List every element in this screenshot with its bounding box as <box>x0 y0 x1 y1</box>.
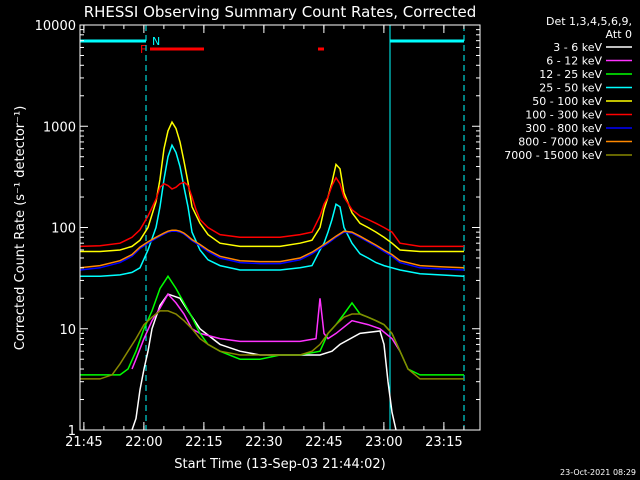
y-axis: 1 10 100 1000 10000 <box>35 19 480 439</box>
y-tick-label: 10 <box>59 323 76 338</box>
series-line <box>79 230 465 271</box>
night-label: N <box>152 35 160 48</box>
series-line <box>131 293 397 431</box>
series-line <box>79 229 465 269</box>
legend-title: Att 0 <box>606 28 632 41</box>
legend-entry-label: 800 - 7000 keV <box>518 136 602 149</box>
legend-entry-label: 6 - 12 keV <box>546 55 602 68</box>
flare-label: F <box>140 43 146 56</box>
legend-entry-label: 3 - 6 keV <box>553 41 602 54</box>
x-tick-label: 22:15 <box>185 435 222 450</box>
legend-entry-label: 50 - 100 keV <box>532 95 602 108</box>
observing-intervals: NF <box>79 25 465 430</box>
series-lines <box>79 120 465 431</box>
legend-entry-label: 12 - 25 keV <box>539 68 602 81</box>
y-tick-label: 100 <box>51 222 76 237</box>
timestamp-footer: 23-Oct-2021 08:29 <box>560 468 636 477</box>
plot-frame <box>79 24 481 431</box>
y-axis-label: Corrected Count Rate (s⁻¹ detector⁻¹) <box>13 106 28 351</box>
x-tick-label: 22:30 <box>245 435 282 450</box>
chart-title: RHESSI Observing Summary Count Rates, Co… <box>84 3 477 21</box>
y-tick-label: 1 <box>68 424 76 439</box>
legend-entry-label: 300 - 800 keV <box>525 122 602 135</box>
y-tick-label: 1000 <box>43 120 76 135</box>
series-line <box>79 176 464 248</box>
x-axis-label: Start Time (13-Sep-03 21:44:02) <box>174 457 385 472</box>
series-line <box>80 274 464 376</box>
legend-entry-label: 7000 - 15000 keV <box>504 149 602 162</box>
x-tick-label: 21:45 <box>65 435 102 450</box>
x-tick-label: 22:45 <box>305 435 342 450</box>
x-tick-label: 23:00 <box>365 435 402 450</box>
legend-title: Det 1,3,4,5,6,9, <box>546 15 632 28</box>
series-line <box>80 143 465 278</box>
x-tick-label: 23:15 <box>425 435 462 450</box>
series-line <box>80 310 464 380</box>
legend-entry-label: 100 - 300 keV <box>525 109 602 122</box>
legend-entry-label: 25 - 50 keV <box>539 82 602 95</box>
series-line <box>80 120 464 253</box>
y-tick-label: 10000 <box>35 19 76 34</box>
x-axis: 21:45 22:00 22:15 22:30 22:45 23:00 23:15 <box>65 25 465 450</box>
series-line <box>131 292 401 370</box>
x-tick-label: 22:00 <box>125 435 162 450</box>
